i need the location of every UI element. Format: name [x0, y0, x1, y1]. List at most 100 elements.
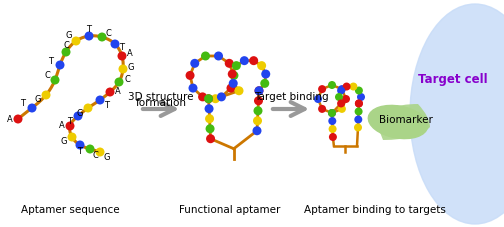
- Circle shape: [354, 123, 362, 131]
- Text: Aptamer binding to targets: Aptamer binding to targets: [304, 205, 446, 215]
- Circle shape: [110, 39, 119, 49]
- Circle shape: [253, 126, 262, 135]
- Circle shape: [229, 79, 238, 88]
- Circle shape: [343, 83, 351, 91]
- Circle shape: [328, 117, 336, 125]
- Text: formation: formation: [136, 98, 186, 108]
- Ellipse shape: [368, 105, 428, 139]
- PathPatch shape: [376, 104, 430, 140]
- Text: Aptamer sequence: Aptamer sequence: [21, 205, 119, 215]
- Text: G: G: [77, 109, 83, 118]
- Circle shape: [185, 71, 195, 80]
- Circle shape: [255, 86, 264, 95]
- Circle shape: [28, 104, 36, 113]
- Circle shape: [61, 47, 71, 57]
- Circle shape: [66, 121, 75, 131]
- Text: Biomarker: Biomarker: [379, 115, 433, 125]
- Circle shape: [355, 107, 362, 116]
- Circle shape: [74, 111, 83, 121]
- Circle shape: [337, 86, 345, 94]
- Circle shape: [357, 93, 365, 101]
- Circle shape: [85, 32, 94, 40]
- Circle shape: [337, 99, 345, 107]
- Text: C: C: [124, 76, 130, 84]
- Circle shape: [318, 105, 326, 113]
- Circle shape: [328, 109, 336, 117]
- Circle shape: [338, 85, 346, 93]
- Circle shape: [55, 61, 65, 69]
- Circle shape: [253, 116, 262, 125]
- Text: 3D structure: 3D structure: [128, 92, 194, 102]
- Circle shape: [76, 141, 85, 150]
- Circle shape: [261, 69, 270, 79]
- Circle shape: [97, 32, 106, 42]
- Text: T: T: [119, 42, 124, 52]
- Circle shape: [117, 52, 127, 61]
- Circle shape: [232, 61, 241, 70]
- Circle shape: [328, 81, 336, 89]
- Circle shape: [228, 69, 237, 79]
- Circle shape: [41, 91, 50, 99]
- Circle shape: [68, 133, 77, 141]
- Circle shape: [260, 79, 269, 88]
- Circle shape: [354, 116, 362, 123]
- Circle shape: [249, 56, 258, 65]
- Circle shape: [349, 83, 357, 91]
- Circle shape: [254, 106, 263, 115]
- Circle shape: [50, 76, 59, 84]
- Circle shape: [328, 109, 336, 117]
- Circle shape: [95, 96, 104, 104]
- Text: T: T: [87, 25, 92, 34]
- Circle shape: [84, 104, 93, 113]
- Ellipse shape: [410, 4, 504, 224]
- Circle shape: [114, 77, 123, 86]
- Circle shape: [95, 148, 104, 156]
- Text: G: G: [104, 153, 110, 161]
- Circle shape: [234, 86, 243, 95]
- Circle shape: [355, 86, 363, 94]
- Text: C: C: [92, 151, 98, 160]
- Text: A: A: [115, 87, 121, 96]
- Circle shape: [72, 37, 81, 45]
- Text: G: G: [35, 96, 41, 104]
- Circle shape: [204, 94, 213, 103]
- Circle shape: [318, 85, 326, 93]
- Circle shape: [86, 145, 95, 153]
- Circle shape: [342, 95, 350, 103]
- Text: Target binding: Target binding: [254, 92, 328, 102]
- Text: G: G: [66, 30, 72, 39]
- Circle shape: [206, 134, 215, 143]
- Circle shape: [257, 61, 266, 70]
- Text: C: C: [63, 40, 69, 49]
- Text: A: A: [59, 121, 65, 131]
- Circle shape: [229, 71, 238, 80]
- Circle shape: [14, 114, 23, 123]
- Text: Functional aptamer: Functional aptamer: [179, 205, 281, 215]
- Circle shape: [335, 93, 343, 101]
- Text: C: C: [105, 29, 111, 37]
- Text: A: A: [127, 49, 133, 59]
- Circle shape: [254, 96, 263, 105]
- Text: G: G: [128, 62, 134, 72]
- Circle shape: [225, 59, 234, 68]
- Text: T: T: [21, 99, 26, 109]
- Circle shape: [217, 92, 226, 101]
- Circle shape: [105, 87, 114, 96]
- Circle shape: [355, 99, 363, 107]
- Circle shape: [118, 64, 128, 74]
- Circle shape: [204, 94, 213, 103]
- Circle shape: [314, 95, 322, 103]
- Circle shape: [240, 56, 249, 65]
- Text: G: G: [61, 138, 67, 146]
- Circle shape: [201, 52, 210, 60]
- Circle shape: [188, 84, 198, 93]
- Circle shape: [206, 124, 215, 133]
- Circle shape: [329, 133, 337, 141]
- Circle shape: [205, 104, 214, 113]
- Circle shape: [338, 105, 346, 113]
- Circle shape: [211, 94, 220, 103]
- Circle shape: [255, 86, 264, 95]
- Text: C: C: [44, 71, 50, 79]
- Circle shape: [214, 52, 223, 60]
- Circle shape: [198, 92, 207, 101]
